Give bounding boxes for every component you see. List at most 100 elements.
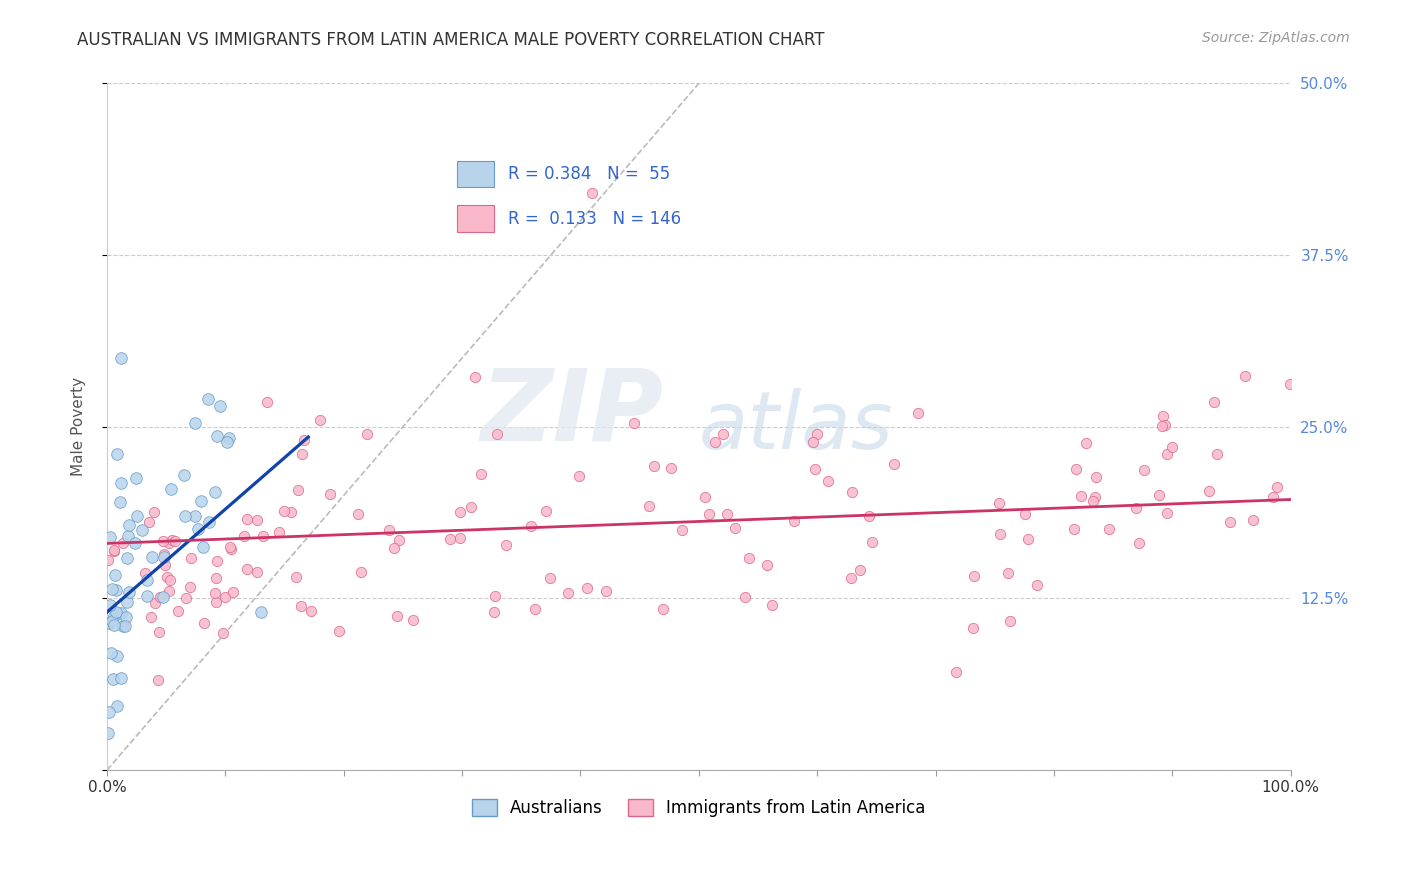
Point (236, 562, 259, 576)
Point (163, 533, 186, 548)
Point (280, 505, 302, 519)
Point (945, 665, 967, 680)
Point (97, 726, 120, 740)
Point (98, 706, 121, 720)
Point (997, 566, 1019, 581)
Point (149, 590, 172, 604)
Point (152, 534, 174, 549)
Point (484, 589, 506, 603)
Point (103, 609, 125, 624)
Point (180, 550, 202, 565)
Point (858, 508, 880, 523)
Point (907, 406, 929, 420)
Point (256, 395, 278, 409)
Point (294, 433, 316, 447)
Point (1156, 506, 1178, 520)
Point (470, 467, 492, 481)
Point (1098, 522, 1121, 536)
Point (184, 416, 207, 430)
Point (988, 526, 1011, 541)
Point (273, 504, 295, 518)
Point (143, 505, 166, 519)
Bar (457, 161, 494, 187)
Point (141, 549, 163, 564)
Point (111, 535, 134, 549)
Point (114, 610, 136, 624)
Point (581, 186, 603, 201)
Point (285, 570, 308, 584)
Point (233, 529, 256, 543)
Point (1084, 490, 1107, 504)
Point (523, 602, 546, 616)
Point (100, 530, 122, 544)
Point (193, 616, 215, 631)
Point (97, 553, 120, 567)
Point (402, 613, 425, 627)
Point (127, 509, 149, 524)
Point (141, 610, 163, 624)
Point (166, 604, 188, 618)
Point (697, 508, 720, 522)
Point (711, 426, 734, 441)
Point (138, 515, 160, 529)
Point (124, 470, 146, 484)
Point (179, 580, 201, 594)
Point (174, 508, 197, 523)
Point (184, 509, 207, 524)
Text: R =  0.133   N = 146: R = 0.133 N = 146 (508, 210, 681, 228)
Point (135, 589, 157, 603)
Point (1017, 532, 1039, 546)
Point (100, 646, 122, 660)
Point (841, 484, 863, 499)
Point (1070, 489, 1092, 503)
Point (1152, 418, 1174, 433)
Point (693, 490, 716, 504)
Point (208, 399, 231, 413)
Point (236, 512, 259, 526)
Point (269, 524, 291, 539)
Point (1265, 480, 1288, 494)
Point (131, 524, 153, 538)
Point (671, 523, 693, 537)
Point (1128, 536, 1150, 550)
Point (439, 532, 461, 546)
Point (299, 604, 322, 618)
Point (804, 462, 827, 476)
Point (105, 699, 128, 714)
Text: R = 0.384   N =  55: R = 0.384 N = 55 (508, 165, 669, 184)
Point (1198, 484, 1220, 499)
Point (104, 582, 127, 597)
Point (1081, 494, 1104, 508)
Point (356, 426, 378, 441)
Point (538, 570, 561, 584)
Point (1154, 418, 1177, 433)
Point (173, 468, 195, 483)
Point (1133, 462, 1156, 476)
Point (347, 508, 370, 522)
Point (464, 369, 486, 384)
Text: AUSTRALIAN VS IMMIGRANTS FROM LATIN AMERICA MALE POVERTY CORRELATION CHART: AUSTRALIAN VS IMMIGRANTS FROM LATIN AMER… (77, 31, 825, 49)
Text: atlas: atlas (699, 388, 894, 466)
Point (328, 624, 350, 638)
Point (174, 591, 197, 605)
Point (716, 507, 738, 521)
Point (104, 568, 127, 582)
Point (849, 563, 872, 577)
Point (291, 446, 314, 460)
Legend: Australians, Immigrants from Latin America: Australians, Immigrants from Latin Ameri… (465, 792, 932, 823)
Point (377, 524, 399, 538)
Point (484, 605, 506, 619)
Point (160, 533, 183, 548)
Point (250, 605, 273, 619)
Point (190, 493, 212, 508)
Point (449, 532, 471, 546)
Point (1147, 488, 1170, 502)
Point (817, 475, 839, 489)
Point (111, 618, 134, 632)
Text: Source: ZipAtlas.com: Source: ZipAtlas.com (1202, 31, 1350, 45)
Point (160, 482, 183, 496)
Point (187, 522, 209, 536)
Point (659, 460, 682, 475)
Point (1025, 578, 1047, 592)
Point (205, 429, 228, 443)
